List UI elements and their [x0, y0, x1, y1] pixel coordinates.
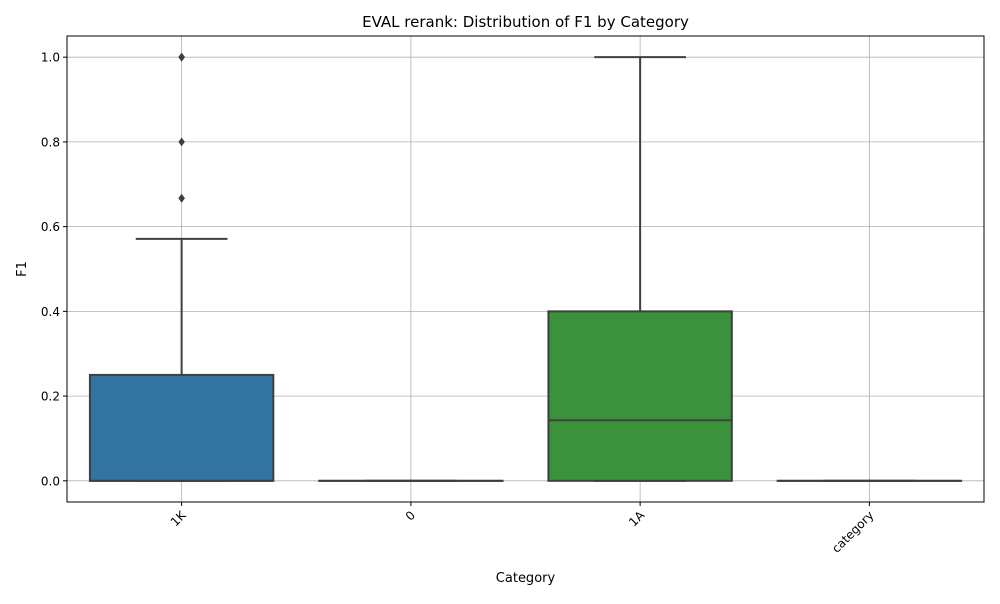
- box-iqr: [90, 375, 273, 481]
- boxes: [90, 54, 961, 481]
- outlier-point: [179, 195, 184, 202]
- outlier-point: [179, 138, 184, 145]
- x-tick-label: 1A: [626, 508, 648, 530]
- x-tick-label: 1K: [168, 507, 190, 529]
- y-tick-label: 0.8: [41, 135, 60, 149]
- chart-title: EVAL rerank: Distribution of F1 by Categ…: [362, 13, 689, 31]
- y-tick-label: 0.2: [41, 390, 60, 404]
- outlier-point: [179, 54, 184, 61]
- x-tick-label: category: [829, 508, 876, 555]
- y-tick-label: 1.0: [41, 51, 60, 65]
- box-iqr: [548, 311, 731, 480]
- y-axis-label: F1: [15, 261, 30, 277]
- x-tick-label: 0: [403, 508, 418, 523]
- box-group: [548, 57, 731, 481]
- y-tick-label: 0.0: [41, 474, 60, 488]
- x-axis-label: Category: [496, 571, 556, 586]
- x-axis: 1K 0 1A category: [168, 502, 877, 556]
- y-tick-label: 0.4: [41, 305, 60, 319]
- y-tick-label: 0.6: [41, 220, 60, 234]
- y-axis: 0.0 0.2 0.4 0.6 0.8 1.0: [41, 51, 67, 489]
